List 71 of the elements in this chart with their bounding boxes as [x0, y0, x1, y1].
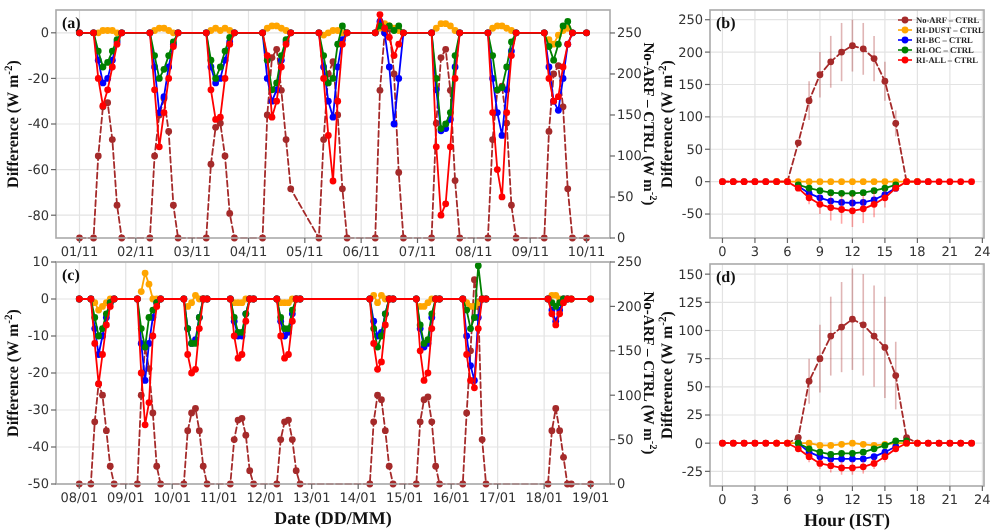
- point: [849, 207, 856, 215]
- point: [946, 178, 954, 186]
- point: [794, 139, 802, 147]
- point: [849, 189, 856, 197]
- point: [838, 449, 845, 457]
- point: [859, 198, 867, 206]
- point: [881, 77, 889, 85]
- point: [816, 442, 824, 449]
- point: [827, 58, 835, 66]
- point: [849, 449, 856, 457]
- point: [827, 451, 835, 458]
- point: [827, 189, 835, 197]
- point: [849, 439, 856, 447]
- point: [849, 42, 856, 50]
- point: [968, 178, 975, 186]
- point: [957, 178, 965, 186]
- point: [849, 315, 856, 323]
- point: [881, 178, 889, 186]
- point: [838, 455, 845, 463]
- point: [805, 97, 813, 105]
- point: [805, 178, 813, 186]
- point: [838, 323, 845, 331]
- point: [881, 184, 889, 192]
- chart-title: (c): [62, 266, 81, 284]
- point: [859, 178, 867, 186]
- point: [881, 343, 889, 351]
- point: [816, 194, 824, 202]
- point: [816, 187, 824, 195]
- point: [805, 377, 813, 385]
- point: [838, 440, 845, 448]
- point: [870, 187, 878, 195]
- point: [859, 440, 867, 448]
- point: [870, 178, 878, 186]
- point: [849, 178, 856, 186]
- point: [838, 189, 845, 197]
- point: [805, 184, 813, 192]
- point: [859, 321, 867, 329]
- point: [827, 197, 835, 205]
- point: [859, 189, 867, 197]
- point: [870, 453, 878, 461]
- point: [794, 434, 802, 441]
- point: [816, 448, 824, 456]
- chart-title: (b): [716, 14, 737, 32]
- chart-title: (a): [62, 14, 82, 32]
- point: [859, 455, 867, 463]
- point: [859, 205, 867, 213]
- x-axis-title: Date (DD/MM): [274, 508, 392, 528]
- point: [794, 445, 802, 453]
- point: [827, 332, 835, 340]
- point: [892, 372, 900, 379]
- point: [892, 119, 900, 127]
- point: [870, 55, 878, 62]
- point: [859, 448, 867, 456]
- point: [816, 355, 824, 363]
- point: [838, 178, 845, 186]
- point: [816, 200, 824, 208]
- point: [827, 204, 835, 211]
- point: [935, 178, 943, 186]
- point: [827, 442, 835, 449]
- x-axis-title: Hour (IST): [803, 510, 891, 530]
- point: [859, 45, 867, 53]
- point: [849, 455, 856, 463]
- point: [838, 48, 845, 56]
- chart-title: (d): [716, 268, 737, 286]
- point: [870, 332, 878, 340]
- point: [838, 206, 845, 213]
- point: [849, 199, 856, 207]
- point: [838, 198, 845, 206]
- point: [827, 178, 835, 186]
- point: [816, 71, 824, 79]
- point: [816, 178, 824, 186]
